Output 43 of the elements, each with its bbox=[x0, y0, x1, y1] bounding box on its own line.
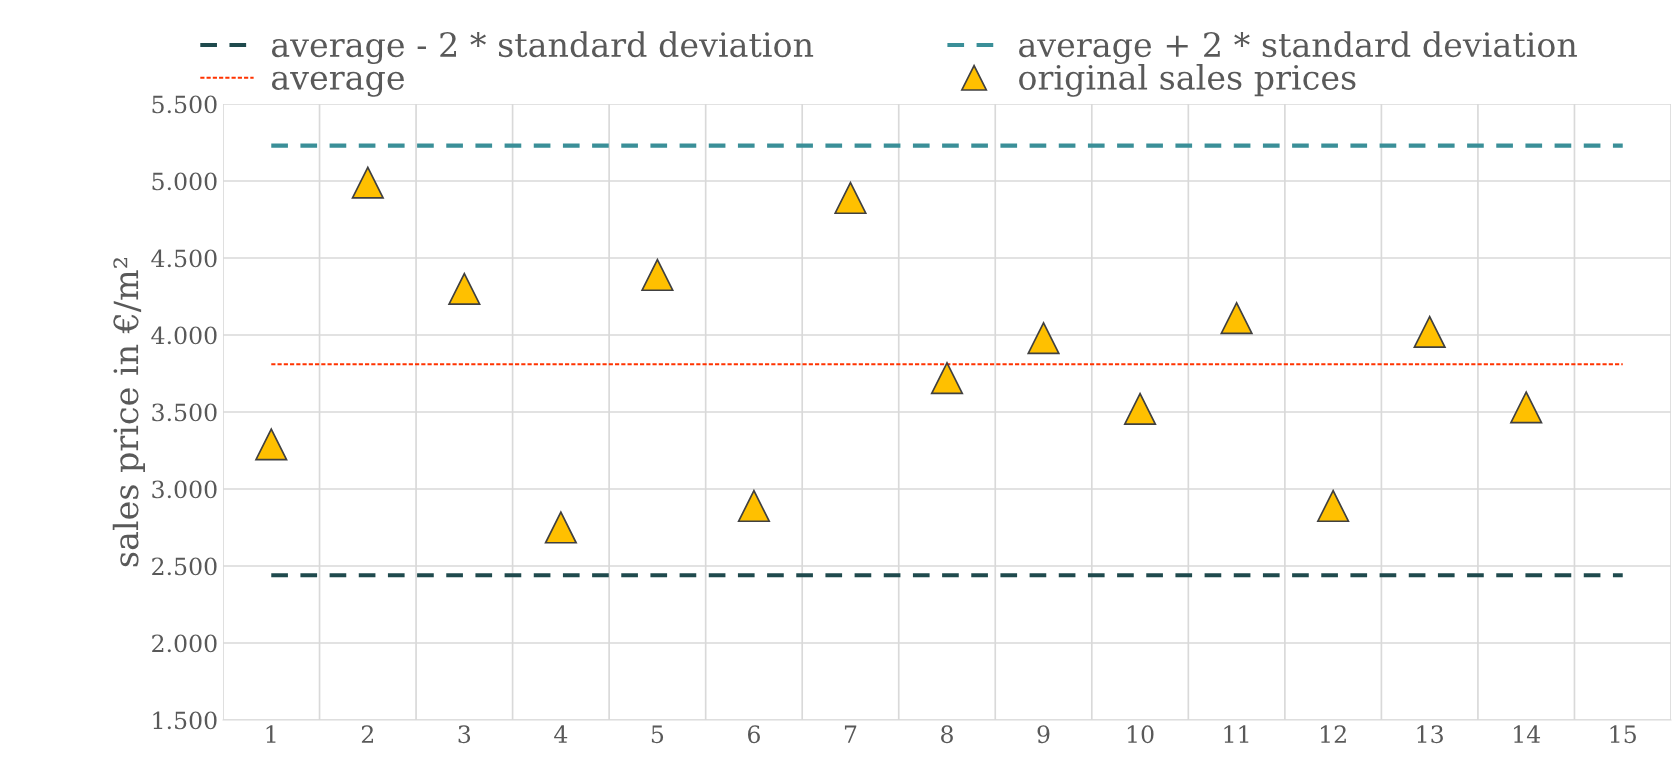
x-tick-label: 4 bbox=[554, 725, 568, 743]
y-tick-label: 4.500 bbox=[151, 249, 217, 268]
point bbox=[448, 272, 481, 305]
x-tick-label: 8 bbox=[941, 725, 953, 744]
point bbox=[737, 489, 771, 523]
y-axis-title: sales price in €/m² bbox=[112, 258, 145, 567]
y-tick-label: 1.500 bbox=[153, 711, 217, 730]
point bbox=[641, 258, 674, 292]
x-tick-label: 6 bbox=[748, 725, 760, 744]
y-tick-label: 4.000 bbox=[151, 326, 217, 345]
y-tick-label: 3.000 bbox=[152, 480, 217, 499]
point bbox=[1510, 391, 1543, 424]
point bbox=[255, 428, 288, 461]
x-tick-label: 7 bbox=[844, 725, 857, 743]
point bbox=[351, 166, 384, 199]
y-tick-label: 3.500 bbox=[152, 403, 217, 422]
x-tick-label: 9 bbox=[1037, 725, 1050, 744]
point bbox=[834, 181, 867, 215]
legend-label: original sales prices bbox=[1019, 64, 1356, 97]
x-tick-label: 10 bbox=[1127, 725, 1154, 744]
x-tick-label: 15 bbox=[1610, 725, 1636, 744]
x-tick-label: 14 bbox=[1514, 725, 1541, 743]
legend-label: average + 2 * standard deviation bbox=[1019, 31, 1577, 65]
x-tick-label: 1 bbox=[266, 725, 276, 743]
x-tick-label: 3 bbox=[458, 725, 471, 744]
y-tick-label: 2.000 bbox=[152, 634, 217, 653]
point bbox=[1027, 321, 1060, 355]
legend-label: average bbox=[271, 71, 404, 97]
x-tick-label: 5 bbox=[651, 725, 664, 744]
point bbox=[544, 511, 577, 544]
x-tick-label: 13 bbox=[1417, 725, 1443, 744]
point bbox=[1317, 489, 1350, 523]
x-tick-label: 11 bbox=[1224, 725, 1249, 743]
x-tick-label: 12 bbox=[1320, 725, 1346, 743]
y-tick-label: 5.000 bbox=[152, 172, 217, 191]
point bbox=[1123, 392, 1157, 426]
point bbox=[1413, 315, 1446, 349]
legend-label: average - 2 * standard deviation bbox=[271, 31, 814, 65]
point bbox=[930, 362, 964, 395]
x-tick-label: 2 bbox=[361, 725, 373, 743]
y-tick-label: 5.500 bbox=[152, 95, 217, 114]
point bbox=[1220, 301, 1253, 335]
y-tick-label: 2.500 bbox=[152, 557, 217, 576]
